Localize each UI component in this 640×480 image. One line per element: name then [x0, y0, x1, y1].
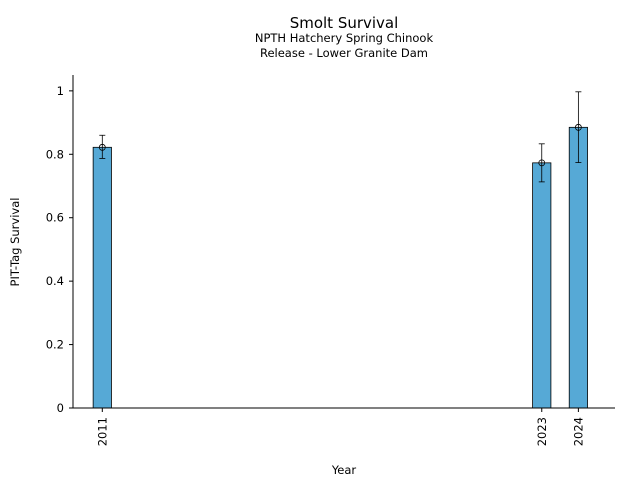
y-tick-label: 0.6 — [46, 211, 64, 225]
y-tick-label: 0.2 — [46, 338, 64, 352]
x-tick-label: 2011 — [95, 417, 109, 446]
chart-subtitle-line-2: Release - Lower Granite Dam — [260, 46, 428, 60]
x-tick-label: 2024 — [571, 417, 585, 446]
x-tick-label: 2023 — [535, 417, 549, 446]
plot-area — [92, 91, 588, 409]
y-tick-label: 0 — [57, 401, 64, 415]
bar-2024 — [568, 126, 588, 409]
point-marker-2023 — [538, 159, 546, 167]
y-tick-label: 0.4 — [46, 274, 64, 288]
bar-2011 — [92, 146, 112, 409]
y-axis-label: PIT-Tag Survival — [8, 198, 22, 287]
bar-2023 — [532, 162, 552, 409]
y-tick-label: 1 — [57, 84, 64, 98]
point-marker-2024 — [574, 123, 582, 131]
y-tick-label: 0.8 — [46, 147, 64, 161]
point-marker-2011 — [98, 143, 106, 151]
y-axis-ticks: 0 0.2 0.4 0.6 0.8 1 — [46, 84, 73, 415]
chart-title: Smolt Survival — [290, 14, 399, 32]
chart-subtitle-line-1: NPTH Hatchery Spring Chinook — [255, 31, 434, 45]
x-axis-ticks: 2011 2023 2024 — [95, 408, 585, 446]
x-axis-label: Year — [331, 463, 357, 477]
